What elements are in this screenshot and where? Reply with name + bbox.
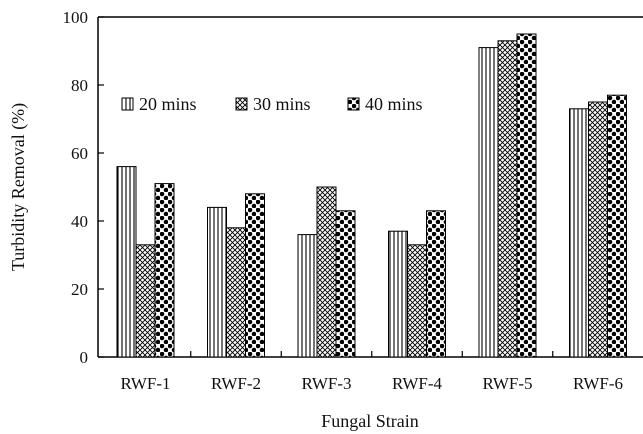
bar-rwf-1-30-mins	[135, 244, 156, 358]
bar-group-rwf-1	[116, 166, 175, 358]
x-tick-label: RWF-4	[392, 374, 443, 393]
y-tick-label: 40	[71, 212, 88, 231]
legend-swatch-30-mins	[235, 97, 248, 111]
legend-label-40-mins: 40 mins	[365, 94, 423, 114]
y-ticks: 0 20 40 60 80 100	[63, 8, 104, 367]
bar-group-rwf-6	[569, 94, 627, 358]
x-tick-label: RWF-6	[573, 374, 623, 393]
bar-rwf-5-20-mins	[478, 47, 499, 358]
bar-rwf-6-30-mins	[588, 101, 608, 358]
x-tick-label: RWF-2	[211, 374, 261, 393]
y-tick-label: 60	[71, 144, 88, 163]
legend: 20 mins 30 mins 40 mins	[121, 94, 423, 114]
bar-rwf-3-30-mins	[316, 186, 337, 358]
legend-swatch-40-mins	[347, 97, 360, 111]
bar-rwf-5-40-mins	[516, 33, 537, 358]
bar-rwf-4-30-mins	[407, 244, 427, 358]
y-tick-label: 0	[80, 348, 89, 367]
legend-item-0: 20 mins	[121, 94, 197, 114]
bar-rwf-2-40-mins	[245, 193, 265, 358]
bars	[116, 33, 627, 358]
legend-label-30-mins: 30 mins	[253, 94, 311, 114]
x-tick-label: RWF-5	[482, 374, 532, 393]
bar-group-rwf-2	[207, 193, 265, 358]
y-tick-label: 20	[71, 280, 88, 299]
bar-group-rwf-5	[478, 33, 537, 358]
bar-group-rwf-4	[388, 210, 446, 358]
bar-rwf-3-20-mins	[297, 234, 318, 358]
bar-rwf-1-20-mins	[116, 166, 137, 358]
bar-rwf-4-20-mins	[388, 230, 408, 358]
bar-rwf-1-40-mins	[154, 183, 175, 358]
bar-rwf-6-20-mins	[569, 108, 589, 358]
bar-rwf-5-30-mins	[497, 40, 518, 358]
x-tick-label: RWF-1	[120, 374, 170, 393]
x-tick-label: RWF-3	[301, 374, 351, 393]
legend-item-1: 30 mins	[235, 94, 311, 114]
x-ticks: RWF-1 RWF-2 RWF-3 RWF-4 RWF-5 RWF-6	[120, 351, 623, 393]
legend-label-20-mins: 20 mins	[139, 94, 197, 114]
bar-rwf-2-20-mins	[207, 206, 227, 358]
bar-rwf-4-40-mins	[426, 210, 446, 358]
y-tick-label: 80	[71, 76, 88, 95]
legend-swatch-20-mins	[121, 97, 134, 111]
x-axis-title: Fungal Strain	[321, 411, 419, 431]
legend-item-2: 40 mins	[347, 94, 423, 114]
bar-group-rwf-3	[297, 186, 356, 358]
y-tick-label: 100	[63, 8, 89, 27]
bar-rwf-6-40-mins	[607, 94, 627, 358]
y-axis-title: Turbidity Removal (%)	[8, 103, 29, 271]
bar-rwf-3-40-mins	[335, 210, 356, 358]
bar-rwf-2-30-mins	[226, 227, 246, 358]
